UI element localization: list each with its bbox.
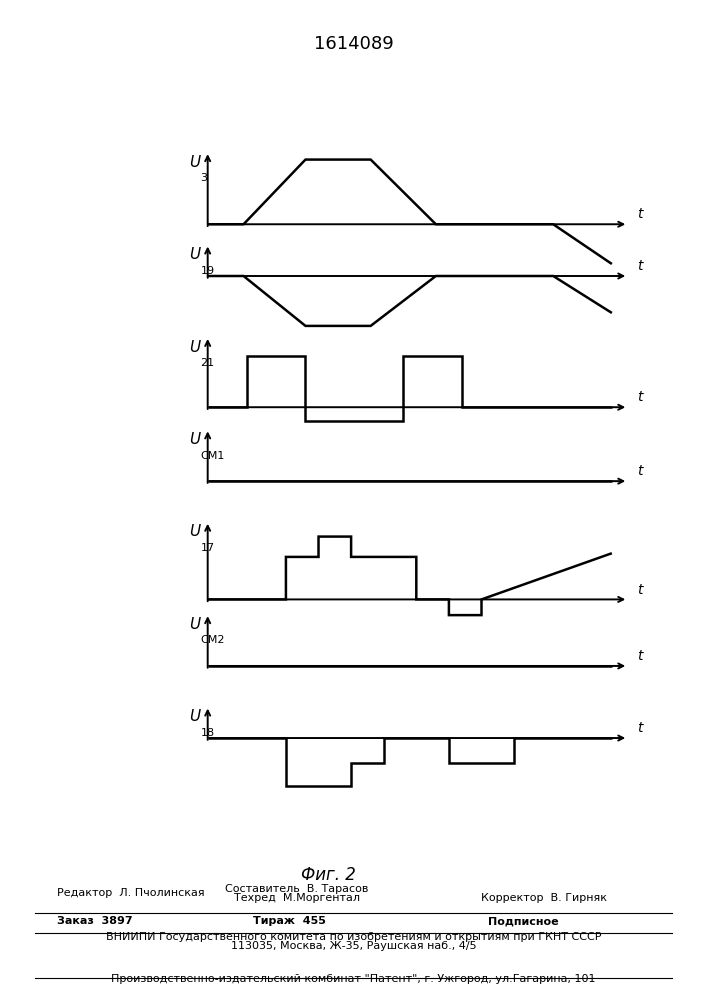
Text: Фиг. 2: Фиг. 2: [301, 866, 356, 884]
Text: 3: 3: [201, 173, 208, 183]
Text: Тираж  455: Тираж 455: [253, 916, 327, 926]
Text: Производственно-издательский комбинат "Патент", г. Ужгород, ул.Гагарина, 101: Производственно-издательский комбинат "П…: [111, 974, 596, 984]
Text: ВНИИПИ Государственного комитета по изобретениям и открытиям при ГКНТ СССР: ВНИИПИ Государственного комитета по изоб…: [106, 932, 601, 942]
Text: U: U: [189, 709, 200, 724]
Text: Редактор  Л. Пчолинская: Редактор Л. Пчолинская: [57, 888, 204, 898]
Text: 18: 18: [201, 728, 215, 738]
Text: t: t: [636, 464, 642, 478]
Text: U: U: [189, 617, 200, 632]
Text: Корректор  В. Гирняк: Корректор В. Гирняк: [481, 893, 607, 903]
Text: t: t: [636, 583, 642, 597]
Text: 113035, Москва, Ж-35, Раушская наб., 4/5: 113035, Москва, Ж-35, Раушская наб., 4/5: [230, 941, 477, 951]
Text: U: U: [189, 432, 200, 447]
Text: U: U: [189, 524, 200, 539]
Text: t: t: [636, 390, 642, 404]
Text: 21: 21: [201, 358, 215, 368]
Text: Заказ  3897: Заказ 3897: [57, 916, 132, 926]
Text: U: U: [189, 247, 200, 262]
Text: Техред  М.Моргентал: Техред М.Моргентал: [234, 893, 360, 903]
Text: t: t: [636, 207, 642, 221]
Text: Составитель  В. Тарасов: Составитель В. Тарасов: [226, 884, 368, 894]
Text: Подписное: Подписное: [488, 916, 559, 926]
Text: 1614089: 1614089: [314, 35, 393, 53]
Text: 19: 19: [201, 266, 215, 276]
Text: U: U: [189, 340, 200, 355]
Text: 17: 17: [201, 543, 215, 553]
Text: CM1: CM1: [201, 451, 225, 461]
Text: t: t: [636, 721, 642, 735]
Text: CM2: CM2: [201, 635, 225, 645]
Text: t: t: [636, 259, 642, 273]
Text: t: t: [636, 649, 642, 663]
Text: U: U: [189, 155, 200, 170]
